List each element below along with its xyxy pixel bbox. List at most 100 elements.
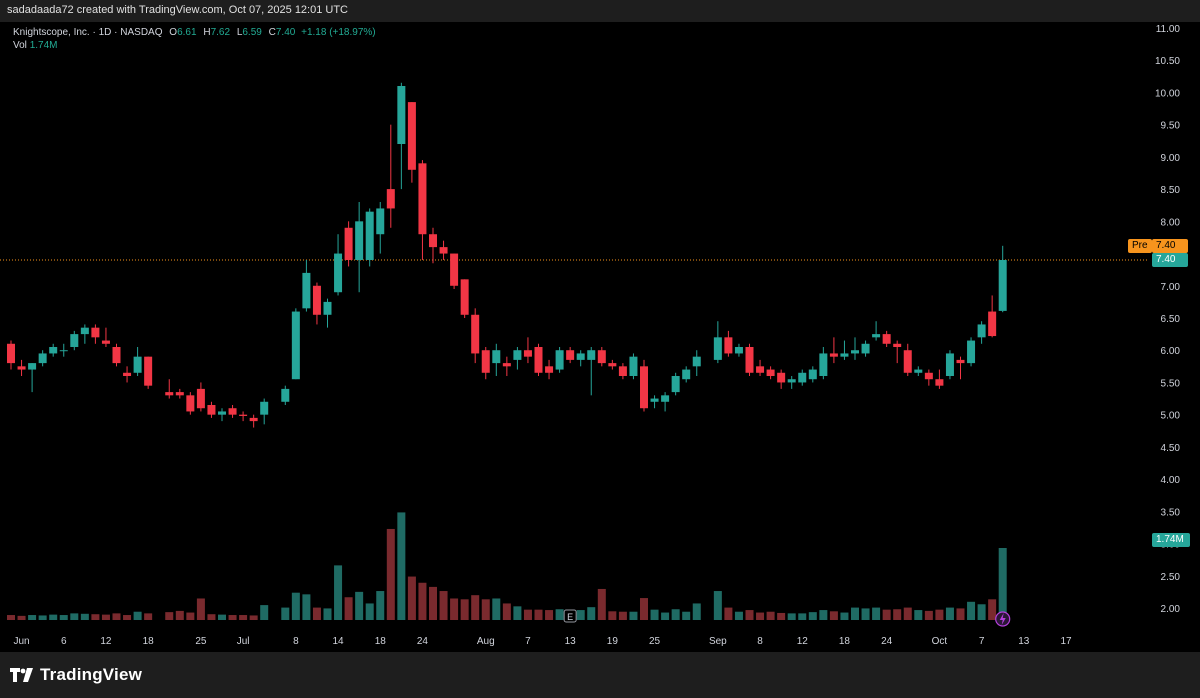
candle[interactable] — [640, 359, 648, 412]
candle[interactable] — [386, 124, 395, 228]
candle[interactable] — [165, 379, 174, 399]
candle[interactable] — [502, 356, 511, 376]
candle[interactable] — [101, 327, 110, 347]
candle[interactable] — [59, 343, 68, 357]
candle[interactable] — [133, 347, 142, 376]
candle[interactable] — [481, 347, 490, 380]
candle[interactable] — [80, 324, 89, 344]
candle[interactable] — [17, 359, 26, 376]
candle[interactable] — [38, 350, 47, 367]
candle[interactable] — [429, 227, 437, 264]
candle[interactable] — [650, 395, 659, 409]
candle[interactable] — [861, 340, 870, 357]
candle[interactable] — [597, 347, 606, 367]
candle[interactable] — [851, 337, 859, 360]
candle[interactable] — [988, 295, 997, 338]
candle[interactable] — [112, 343, 121, 367]
candle[interactable] — [787, 376, 796, 389]
candle[interactable] — [513, 347, 522, 370]
lightning-icon[interactable] — [995, 611, 1011, 627]
candle[interactable] — [798, 369, 807, 386]
candle[interactable] — [460, 279, 469, 318]
candle[interactable] — [840, 340, 849, 360]
candle[interactable] — [566, 347, 575, 364]
candle[interactable] — [967, 337, 976, 367]
candle[interactable] — [418, 160, 427, 260]
candle[interactable] — [397, 82, 406, 190]
candle[interactable] — [555, 347, 564, 373]
candle[interactable] — [671, 372, 680, 396]
candle[interactable] — [28, 363, 37, 393]
candle[interactable] — [924, 369, 933, 386]
candle[interactable] — [893, 340, 902, 364]
candle[interactable] — [935, 369, 944, 389]
candle[interactable] — [534, 343, 543, 376]
candle[interactable] — [608, 359, 617, 370]
candle[interactable] — [7, 340, 15, 370]
candle[interactable] — [576, 350, 585, 367]
candle[interactable] — [186, 392, 195, 415]
candle[interactable] — [745, 343, 754, 376]
candle[interactable] — [777, 369, 786, 389]
candle[interactable] — [260, 398, 269, 425]
candle[interactable] — [734, 343, 743, 357]
candle[interactable] — [218, 408, 226, 422]
candle[interactable] — [249, 414, 258, 428]
candle[interactable] — [344, 221, 353, 267]
candle[interactable] — [450, 253, 459, 289]
candle[interactable] — [872, 321, 881, 341]
candle[interactable] — [661, 392, 670, 412]
candle[interactable] — [682, 366, 691, 383]
candlestick-chart[interactable]: 2.002.503.003.504.004.505.005.506.006.50… — [0, 22, 1200, 652]
candle[interactable] — [123, 366, 132, 383]
candle[interactable] — [196, 382, 205, 412]
candle[interactable] — [439, 240, 448, 260]
candle[interactable] — [355, 202, 364, 293]
candle[interactable] — [312, 282, 321, 325]
candle[interactable] — [819, 347, 828, 380]
candle[interactable] — [945, 350, 954, 380]
candle[interactable] — [376, 202, 385, 254]
candle[interactable] — [756, 359, 765, 376]
candle[interactable] — [471, 308, 480, 364]
candle[interactable] — [724, 330, 733, 357]
candle[interactable] — [903, 343, 912, 376]
candle[interactable] — [334, 234, 343, 296]
candle[interactable] — [914, 366, 923, 376]
candle[interactable] — [323, 298, 332, 328]
candle[interactable] — [713, 321, 722, 364]
candle[interactable] — [692, 350, 701, 376]
candle[interactable] — [618, 363, 627, 380]
candle[interactable] — [175, 388, 184, 399]
candle[interactable] — [70, 330, 79, 351]
candle[interactable] — [882, 330, 891, 347]
tradingview-logo[interactable]: TradingView — [10, 665, 142, 685]
candle[interactable] — [492, 343, 501, 376]
candle[interactable] — [629, 353, 638, 380]
earnings-icon[interactable]: E — [563, 609, 577, 623]
candle[interactable] — [956, 356, 965, 380]
candle[interactable] — [291, 308, 300, 380]
candle[interactable] — [829, 337, 838, 364]
y-tick-label: 10.50 — [1155, 56, 1180, 67]
candle[interactable] — [228, 405, 237, 418]
candle[interactable] — [766, 366, 775, 380]
candle[interactable] — [587, 347, 596, 396]
candle[interactable] — [977, 321, 986, 344]
candle[interactable] — [281, 385, 290, 405]
candle[interactable] — [808, 366, 817, 383]
candle-body — [260, 401, 269, 415]
candle[interactable] — [998, 245, 1007, 313]
candle[interactable] — [407, 102, 416, 183]
candle[interactable] — [91, 324, 100, 344]
candle[interactable] — [144, 356, 153, 389]
candle[interactable] — [302, 260, 311, 312]
candle[interactable] — [207, 401, 216, 418]
chart-area[interactable]: 2.002.503.003.504.004.505.005.506.006.50… — [0, 22, 1200, 652]
candle[interactable] — [365, 208, 374, 267]
candle[interactable] — [523, 337, 532, 364]
pre-market-tag: Pre — [1128, 239, 1152, 253]
candle[interactable] — [49, 343, 58, 357]
candle[interactable] — [545, 359, 554, 380]
candle[interactable] — [239, 411, 248, 422]
